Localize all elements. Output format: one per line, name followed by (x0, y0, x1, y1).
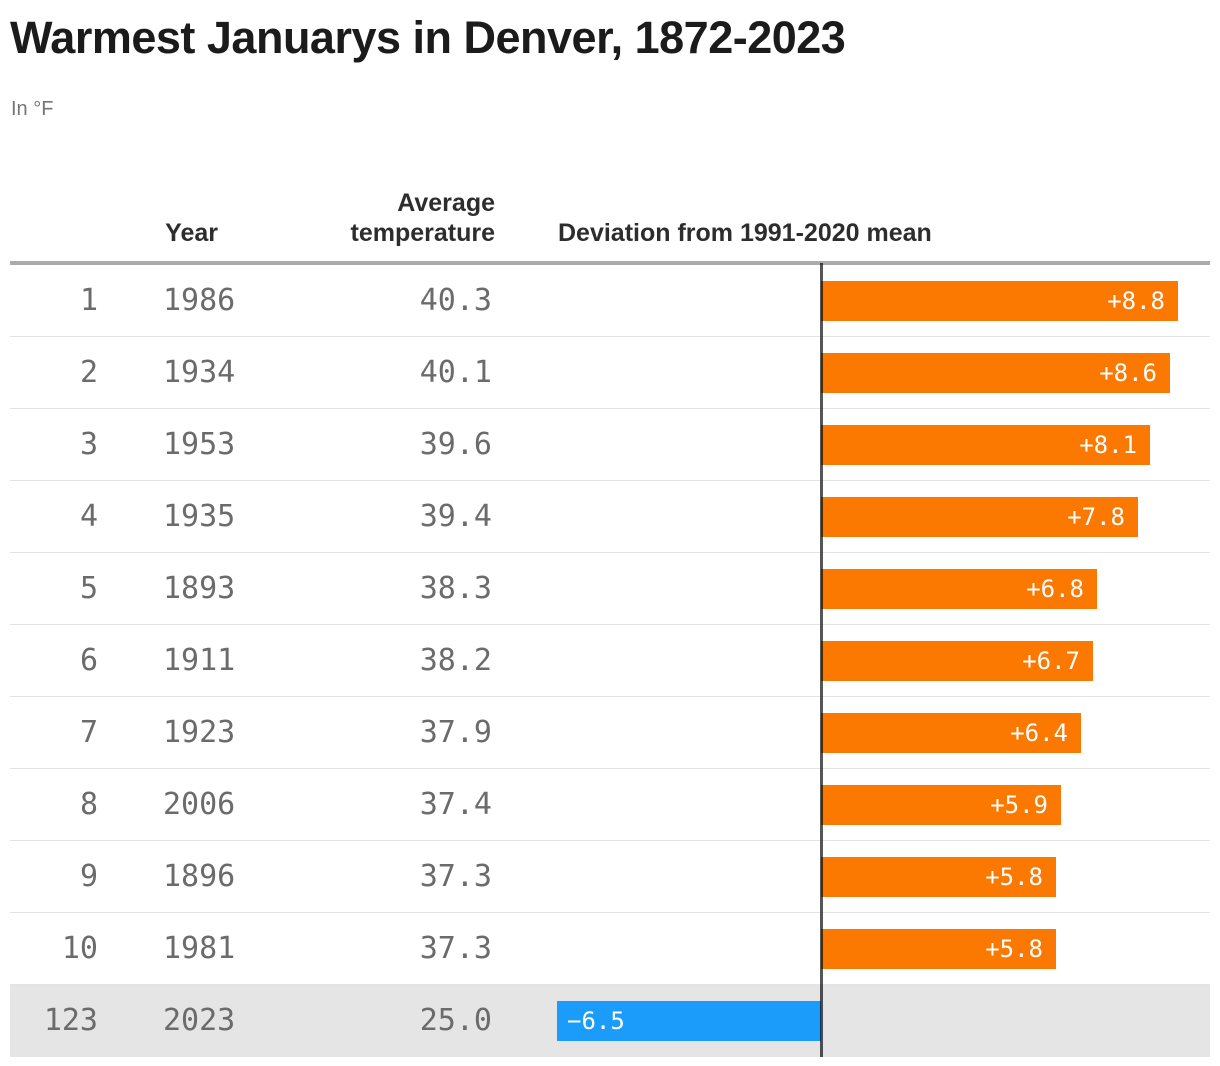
year-cell: 1986 (163, 283, 236, 318)
avg-temp-cell: 39.6 (419, 427, 492, 462)
deviation-bar: +5.9 (821, 785, 1061, 825)
avg-temp-cell: 40.1 (419, 355, 492, 390)
chart-subtitle: In °F (11, 98, 54, 120)
column-headers: Year Average temperature Deviation from … (0, 148, 1220, 250)
avg-temp-cell: 25.0 (419, 1003, 492, 1038)
avg-temp-cell: 37.4 (419, 787, 492, 822)
column-header-avg-temp: Average temperature (350, 189, 496, 247)
year-cell: 2006 (163, 787, 236, 822)
deviation-bar: +5.8 (821, 857, 1056, 897)
deviation-bar: +6.4 (821, 713, 1081, 753)
avg-temp-cell: 38.3 (419, 571, 492, 606)
table-row: 5 1893 38.3 +6.8 (10, 553, 1210, 625)
avg-temp-cell: 37.3 (419, 931, 492, 966)
table-row: 8 2006 37.4 +5.9 (10, 769, 1210, 841)
rank-cell: 2 (79, 355, 98, 390)
zero-baseline (820, 263, 823, 1057)
rank-cell: 7 (79, 715, 98, 750)
deviation-bar: +8.6 (821, 353, 1170, 393)
rank-cell: 8 (79, 787, 98, 822)
year-cell: 1923 (163, 715, 236, 750)
year-cell: 1935 (163, 499, 236, 534)
rank-cell: 5 (79, 571, 98, 606)
column-header-year: Year (165, 219, 218, 247)
table-row: 9 1896 37.3 +5.8 (10, 841, 1210, 913)
deviation-bar: +6.8 (821, 569, 1097, 609)
deviation-bar: −6.5 (557, 1001, 821, 1041)
rank-cell: 3 (79, 427, 98, 462)
table-row: 6 1911 38.2 +6.7 (10, 625, 1210, 697)
column-header-deviation: Deviation from 1991-2020 mean (558, 219, 932, 247)
deviation-bar: +5.8 (821, 929, 1056, 969)
table-rows: 1 1986 40.3 +8.8 2 1934 40.1 +8.6 3 1953… (10, 265, 1210, 1057)
page-title: Warmest Januarys in Denver, 1872-2023 (10, 12, 846, 63)
avg-temp-cell: 37.9 (419, 715, 492, 750)
year-cell: 1934 (163, 355, 236, 390)
year-cell: 1893 (163, 571, 236, 606)
avg-temp-cell: 37.3 (419, 859, 492, 894)
rank-cell: 1 (79, 283, 98, 318)
rank-cell: 10 (61, 931, 98, 966)
year-cell: 1981 (163, 931, 236, 966)
rank-cell: 6 (79, 643, 98, 678)
table-row: 123 2023 25.0 −6.5 (10, 985, 1210, 1057)
table-row: 7 1923 37.9 +6.4 (10, 697, 1210, 769)
avg-temp-cell: 40.3 (419, 283, 492, 318)
table-row: 2 1934 40.1 +8.6 (10, 337, 1210, 409)
table-row: 10 1981 37.3 +5.8 (10, 913, 1210, 985)
table-row: 4 1935 39.4 +7.8 (10, 481, 1210, 553)
rank-cell: 9 (79, 859, 98, 894)
avg-temp-cell: 38.2 (419, 643, 492, 678)
table-row: 1 1986 40.3 +8.8 (10, 265, 1210, 337)
deviation-bar: +6.7 (821, 641, 1093, 681)
avg-temp-cell: 39.4 (419, 499, 492, 534)
deviation-bar: +7.8 (821, 497, 1138, 537)
year-cell: 1896 (163, 859, 236, 894)
deviation-bar: +8.8 (821, 281, 1178, 321)
year-cell: 1911 (163, 643, 236, 678)
header-rule (10, 261, 1210, 265)
rank-cell: 4 (79, 499, 98, 534)
rank-cell: 123 (43, 1003, 98, 1038)
year-cell: 1953 (163, 427, 236, 462)
deviation-bar: +8.1 (821, 425, 1150, 465)
table-row: 3 1953 39.6 +8.1 (10, 409, 1210, 481)
year-cell: 2023 (163, 1003, 236, 1038)
